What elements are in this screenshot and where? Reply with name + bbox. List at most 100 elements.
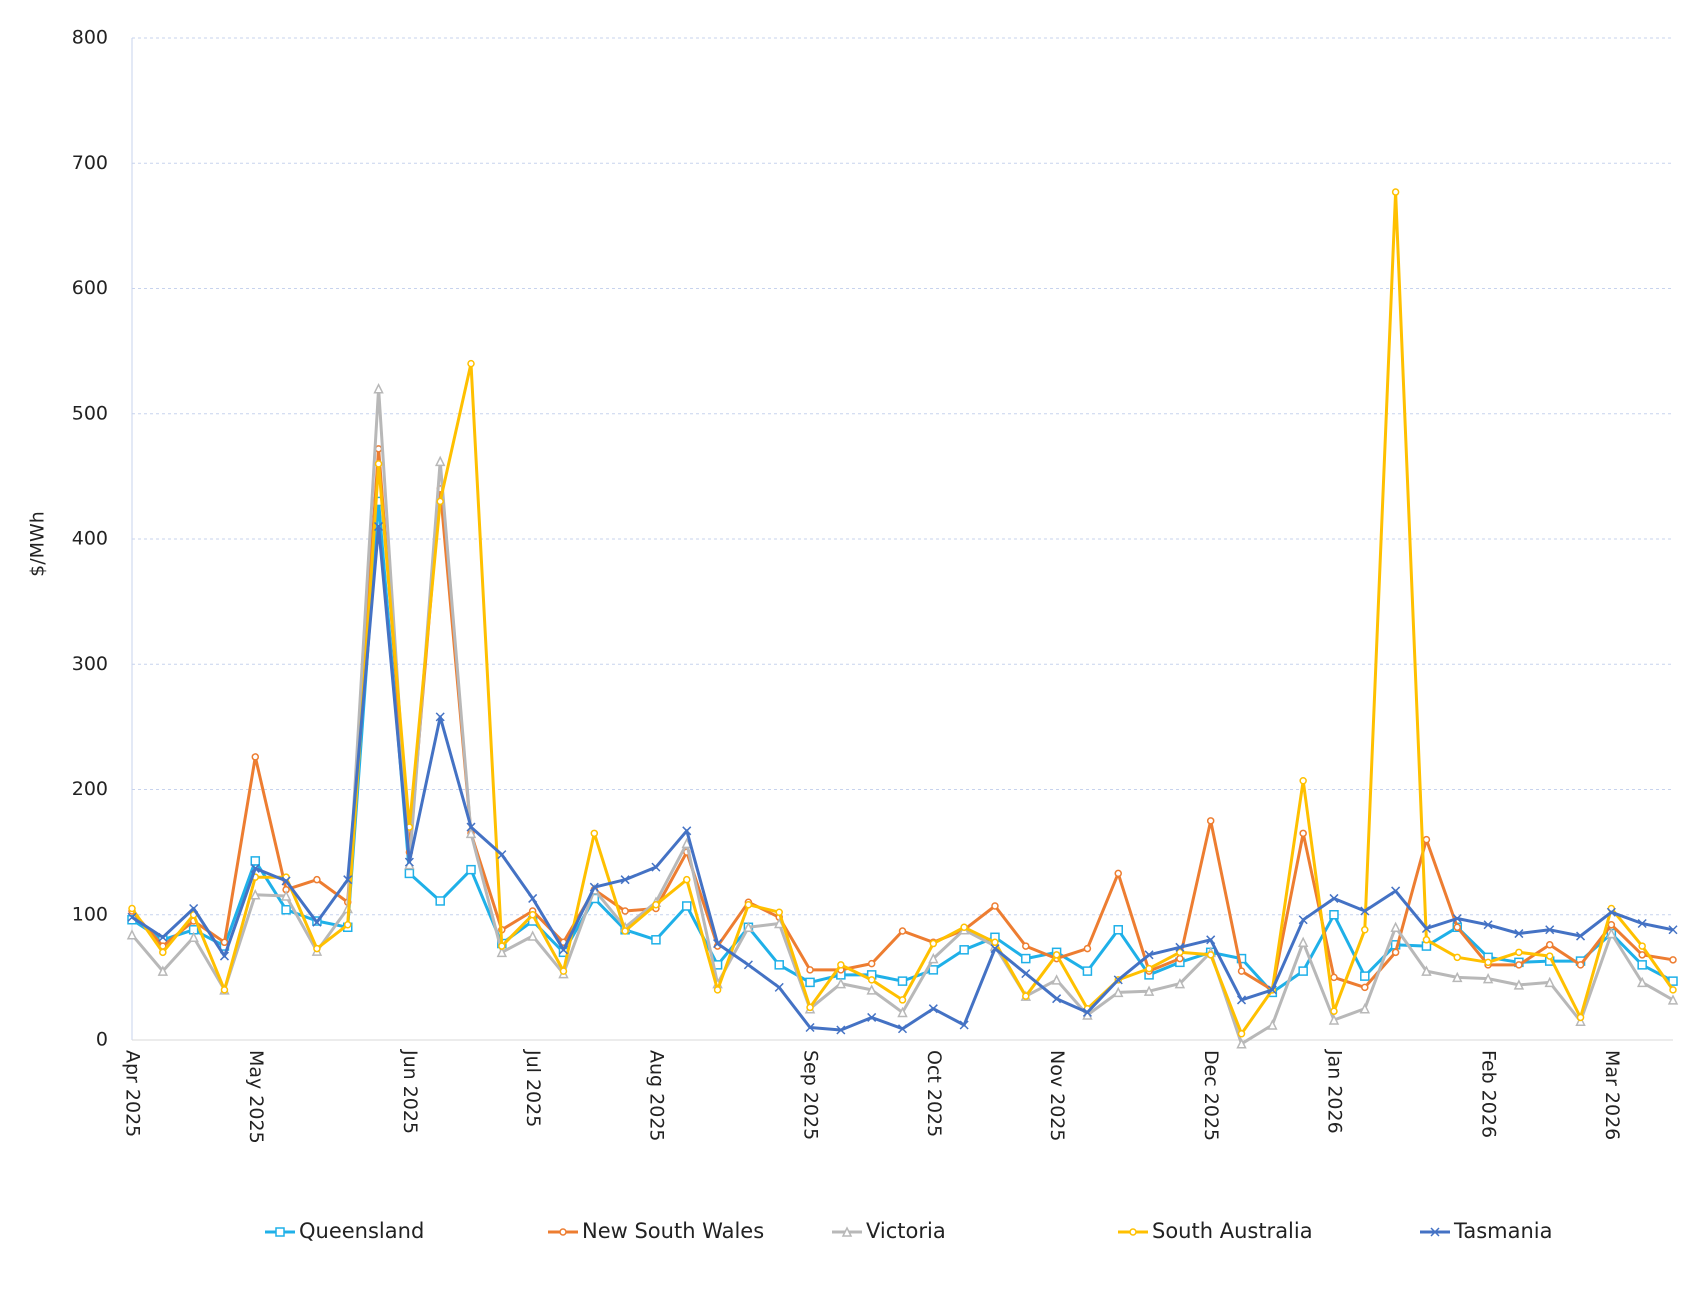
marker — [805, 977, 815, 988]
marker — [774, 960, 784, 970]
marker — [312, 917, 322, 927]
marker — [621, 927, 629, 935]
y-tick-label: 600 — [72, 277, 108, 299]
marker — [1575, 1015, 1586, 1026]
marker — [275, 1227, 285, 1237]
marker — [1545, 941, 1554, 949]
marker — [775, 908, 783, 916]
marker — [1237, 967, 1246, 975]
legend-label: New South Wales — [582, 1219, 764, 1243]
marker — [1082, 966, 1093, 976]
marker — [620, 875, 630, 885]
marker — [1206, 951, 1215, 959]
marker — [1576, 1013, 1585, 1022]
marker — [528, 893, 538, 903]
marker — [558, 945, 569, 955]
marker — [1422, 835, 1431, 844]
marker — [1082, 1007, 1092, 1017]
x-tick-label: Jun 2025 — [399, 1049, 421, 1134]
marker — [1453, 953, 1462, 962]
marker — [313, 875, 321, 884]
marker — [898, 996, 907, 1004]
marker — [1144, 950, 1154, 960]
legend-label: South Australia — [1152, 1219, 1313, 1243]
marker — [1174, 977, 1186, 989]
marker — [1421, 965, 1432, 976]
marker — [343, 875, 353, 885]
marker — [1515, 948, 1523, 957]
marker — [126, 929, 138, 940]
marker — [1236, 1038, 1247, 1049]
x-tick-label: Dec 2025 — [1200, 1050, 1222, 1141]
marker — [806, 966, 814, 974]
marker — [1175, 942, 1185, 952]
marker — [435, 712, 445, 722]
series-line — [131, 525, 1674, 1032]
legend-label: Queensland — [299, 1219, 424, 1243]
x-tick-label: Oct 2025 — [923, 1050, 945, 1137]
marker — [651, 935, 661, 945]
marker — [251, 753, 260, 761]
marker — [559, 1228, 567, 1236]
marker — [219, 951, 229, 961]
marker — [1052, 951, 1061, 959]
marker — [250, 889, 261, 900]
marker — [929, 939, 938, 948]
marker — [1329, 910, 1339, 920]
marker — [189, 903, 199, 914]
marker — [250, 856, 261, 866]
marker — [527, 930, 538, 941]
marker — [1576, 961, 1585, 969]
marker — [1637, 960, 1647, 970]
marker — [220, 938, 229, 947]
marker — [281, 876, 291, 886]
marker — [496, 946, 508, 958]
marker — [1636, 976, 1648, 988]
marker — [898, 927, 907, 935]
x-tick-label: May 2025 — [245, 1050, 267, 1144]
marker — [1667, 994, 1679, 1005]
x-tick-label: Apr 2025 — [122, 1050, 144, 1137]
marker — [1237, 1029, 1246, 1038]
marker — [897, 1006, 908, 1018]
marker — [1391, 948, 1400, 957]
y-tick-label: 200 — [72, 778, 108, 800]
marker — [1176, 954, 1184, 963]
marker — [404, 868, 415, 879]
marker — [1022, 942, 1030, 950]
marker — [836, 1025, 846, 1035]
marker — [1452, 913, 1462, 924]
marker — [1514, 929, 1524, 939]
marker — [1391, 188, 1400, 196]
marker — [159, 948, 167, 957]
marker — [1143, 985, 1155, 996]
marker — [1236, 995, 1247, 1005]
marker — [837, 961, 845, 969]
marker — [683, 875, 691, 884]
marker — [1113, 986, 1124, 998]
marker — [1452, 971, 1463, 983]
marker — [1606, 907, 1616, 917]
marker — [1051, 974, 1062, 985]
marker — [1545, 952, 1554, 960]
y-tick-label: 700 — [72, 152, 108, 174]
marker — [435, 896, 445, 906]
marker — [1545, 925, 1555, 935]
marker — [743, 960, 753, 970]
marker — [1298, 966, 1308, 976]
marker — [313, 944, 321, 953]
legend-label: Tasmania — [1453, 1219, 1553, 1243]
marker — [436, 497, 444, 506]
marker — [1669, 956, 1677, 964]
x-tick-label: Aug 2025 — [645, 1050, 667, 1142]
marker — [1359, 1003, 1371, 1014]
marker — [1361, 926, 1369, 934]
marker — [1576, 931, 1586, 941]
marker — [841, 1226, 853, 1237]
marker — [127, 912, 137, 922]
marker — [404, 857, 414, 867]
marker — [867, 959, 876, 968]
y-tick-label: 0 — [96, 1029, 108, 1051]
marker — [1669, 986, 1677, 994]
